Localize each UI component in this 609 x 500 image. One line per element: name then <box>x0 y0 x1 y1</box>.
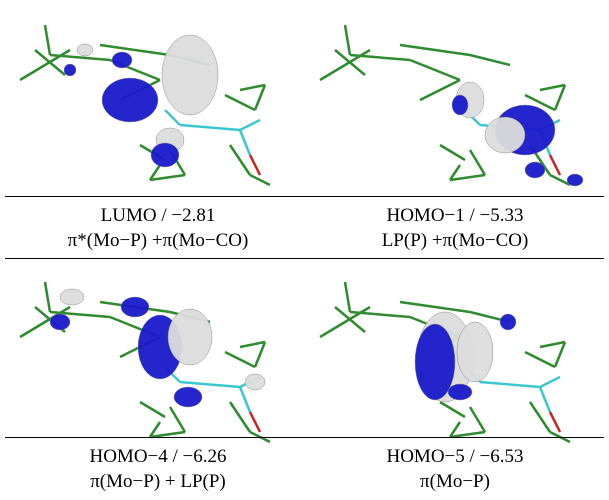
bond <box>165 110 180 125</box>
bond <box>470 407 485 432</box>
orbital-lobe <box>64 64 76 76</box>
bond <box>555 342 565 367</box>
bond <box>255 342 265 367</box>
bond <box>250 175 270 185</box>
orbital-lobe <box>60 289 84 305</box>
bond <box>400 302 470 312</box>
orbital-character: π(Mo−P) + LP(P) <box>8 469 308 494</box>
orbital-lobe <box>168 309 212 365</box>
bond <box>525 352 555 367</box>
bond <box>240 85 265 90</box>
orbital-lobe <box>162 35 218 115</box>
bond <box>540 342 565 347</box>
bond <box>180 382 240 387</box>
rule <box>5 258 604 259</box>
caption: HOMO−4 / −6.26 π(Mo−P) + LP(P) <box>8 444 308 494</box>
orbital-energy: HOMO−4 / −6.26 <box>8 444 308 469</box>
bond <box>410 60 460 80</box>
orbital-energy: LUMO / −2.81 <box>8 203 308 228</box>
orbital-lobe <box>102 78 158 122</box>
orbital-lobe <box>174 387 202 407</box>
bond <box>240 387 250 412</box>
bond <box>470 150 485 175</box>
bond <box>540 377 560 387</box>
bond <box>150 175 185 180</box>
caption: LUMO / −2.81 π*(Mo−P) +π(Mo−CO) <box>8 203 308 253</box>
orbital-energy: HOMO−1 / −5.33 <box>305 203 605 228</box>
bond <box>540 387 550 412</box>
bond <box>240 130 250 155</box>
bond <box>20 50 70 80</box>
bond <box>320 307 370 337</box>
orbital-character: π*(Mo−P) +π(Mo−CO) <box>8 228 308 253</box>
bond <box>240 342 265 347</box>
orbital-lobe <box>121 297 149 317</box>
orbital-lobe <box>50 314 70 330</box>
bond <box>450 175 485 180</box>
bond <box>540 85 565 90</box>
bond <box>100 45 170 55</box>
bond <box>240 120 260 130</box>
orbital-image <box>20 25 270 185</box>
bond <box>250 412 260 432</box>
bond <box>255 85 265 110</box>
bond <box>345 25 350 55</box>
orbital-image <box>20 282 270 442</box>
orbital-lobe <box>500 314 516 330</box>
bond <box>400 45 470 55</box>
bond <box>550 155 560 175</box>
bond <box>440 402 465 417</box>
orbital-lobe <box>567 174 583 186</box>
orbital-lobe <box>112 52 132 68</box>
bond <box>45 25 50 55</box>
bond <box>225 352 255 367</box>
orbital-image <box>320 282 570 442</box>
orbital-lobe <box>452 95 468 115</box>
orbital-lobe <box>245 374 265 390</box>
bond <box>345 282 350 312</box>
orbital-lobe <box>525 162 545 178</box>
bond <box>470 55 510 65</box>
bond <box>250 155 260 175</box>
orbital-image <box>320 25 583 186</box>
orbital-lobe <box>151 143 179 167</box>
orbital-character: π(Mo−P) <box>305 469 605 494</box>
orbital-lobe <box>77 44 93 56</box>
orbital-lobe <box>457 322 493 382</box>
bond <box>225 95 255 110</box>
orbital-energy: HOMO−5 / −6.53 <box>305 444 605 469</box>
bond <box>180 125 240 130</box>
bond <box>550 412 560 432</box>
caption: HOMO−1 / −5.33 LP(P) +π(Mo−CO) <box>305 203 605 253</box>
caption: HOMO−5 / −6.53 π(Mo−P) <box>305 444 605 494</box>
rule <box>5 196 604 197</box>
orbital-lobe <box>485 117 525 153</box>
bond <box>440 145 465 160</box>
rule <box>5 437 604 438</box>
bond <box>420 80 460 100</box>
bond <box>480 382 540 387</box>
figure: LUMO / −2.81 π*(Mo−P) +π(Mo−CO) HOMO−1 /… <box>0 0 609 500</box>
bond <box>45 282 50 312</box>
orbital-lobe <box>448 384 472 400</box>
bond <box>140 402 165 417</box>
bond <box>320 50 370 80</box>
bond <box>555 85 565 110</box>
bond <box>170 407 185 432</box>
orbital-character: LP(P) +π(Mo−CO) <box>305 228 605 253</box>
